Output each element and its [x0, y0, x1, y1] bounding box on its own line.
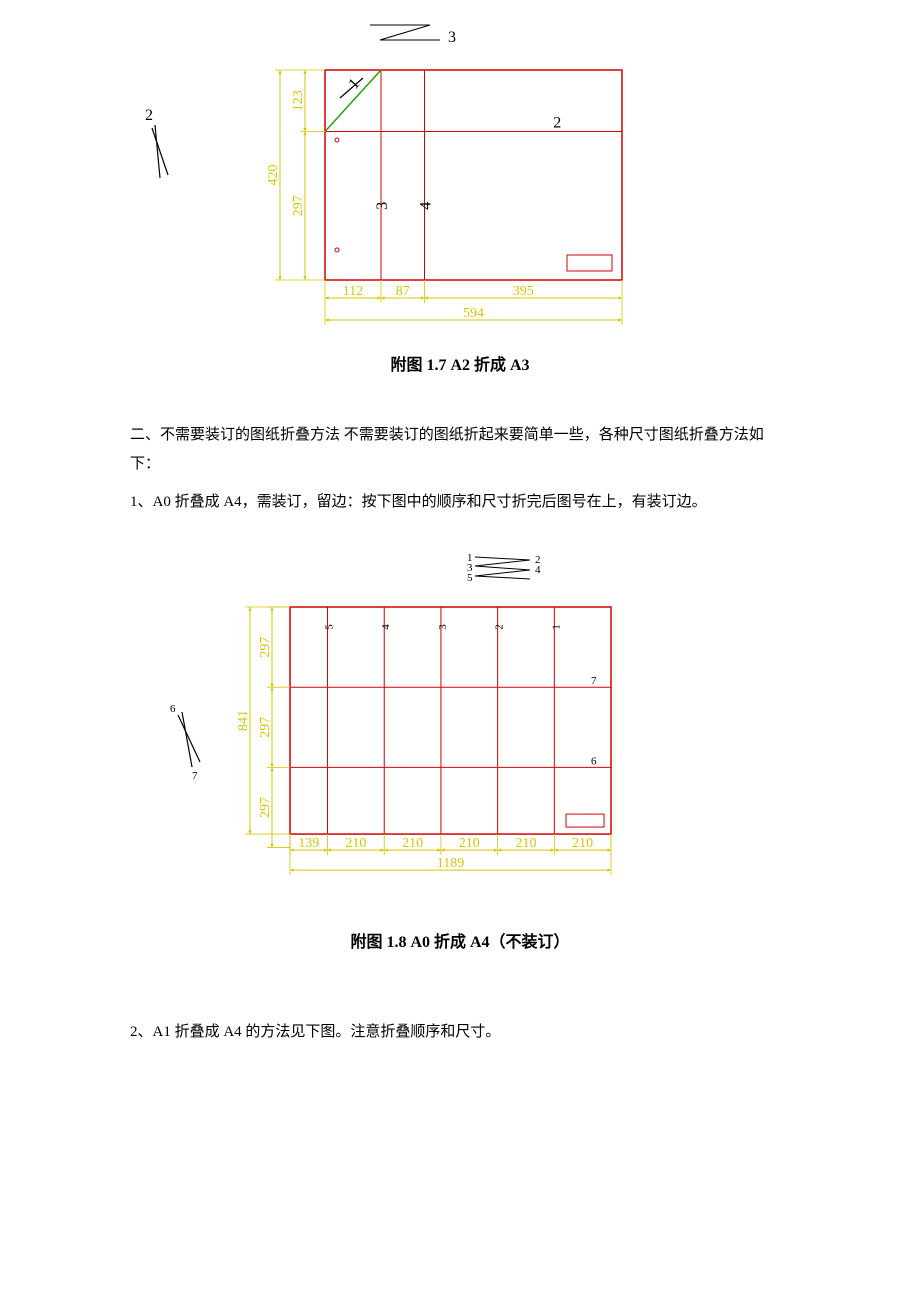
svg-text:210: 210: [515, 836, 536, 851]
svg-text:3: 3: [374, 202, 391, 210]
svg-text:112: 112: [343, 284, 363, 299]
svg-text:1: 1: [550, 624, 562, 630]
svg-text:123: 123: [291, 90, 306, 111]
svg-text:2: 2: [494, 624, 506, 630]
svg-text:210: 210: [402, 836, 423, 851]
svg-text:3: 3: [448, 29, 456, 46]
svg-text:594: 594: [463, 306, 484, 321]
svg-text:297: 297: [258, 636, 273, 657]
figure-a0-to-a4: 1 2 3 4 5 6 75 4 3 2 1 7 6 139 210 210: [0, 517, 920, 887]
svg-text:139: 139: [298, 836, 319, 851]
svg-text:210: 210: [345, 836, 366, 851]
svg-text:7: 7: [192, 770, 198, 782]
svg-text:5: 5: [324, 623, 336, 629]
svg-text:3: 3: [437, 623, 449, 629]
svg-text:1189: 1189: [437, 856, 464, 871]
svg-text:2: 2: [553, 115, 561, 132]
paragraph-item1: 1、A0 折叠成 A4，需装订，留边：按下图中的顺序和尺寸折完后图号在上，有装订…: [130, 488, 790, 517]
svg-text:4: 4: [418, 202, 435, 210]
svg-text:1: 1: [345, 75, 363, 92]
svg-text:297: 297: [258, 796, 273, 817]
paragraph-item2: 2、A1 折叠成 A4 的方法见下图。注意折叠顺序和尺寸。: [130, 1018, 790, 1047]
figure-a2-to-a3: 3 2 1 2 3 4 112 87 395 594 123 297: [0, 0, 920, 330]
svg-text:297: 297: [258, 716, 273, 737]
svg-text:2: 2: [145, 107, 153, 124]
fig1-caption: 附图 1.7 A2 折成 A3: [0, 351, 920, 375]
svg-text:4: 4: [535, 564, 541, 576]
fig2-caption: 附图 1.8 A0 折成 A4（不装订）: [0, 928, 920, 952]
svg-text:841: 841: [236, 710, 251, 731]
svg-text:395: 395: [513, 284, 534, 299]
svg-text:210: 210: [459, 836, 480, 851]
svg-text:6: 6: [170, 703, 176, 715]
svg-text:420: 420: [266, 165, 281, 186]
svg-text:7: 7: [591, 675, 597, 687]
svg-text:5: 5: [467, 572, 473, 584]
paragraph-section2: 二、不需要装订的图纸折叠方法 不需要装订的图纸折起来要简单一些，各种尺寸图纸折叠…: [130, 421, 790, 478]
svg-text:87: 87: [396, 284, 410, 299]
svg-text:210: 210: [572, 836, 593, 851]
svg-text:297: 297: [291, 195, 306, 216]
svg-text:6: 6: [591, 755, 597, 767]
svg-text:4: 4: [380, 623, 392, 629]
